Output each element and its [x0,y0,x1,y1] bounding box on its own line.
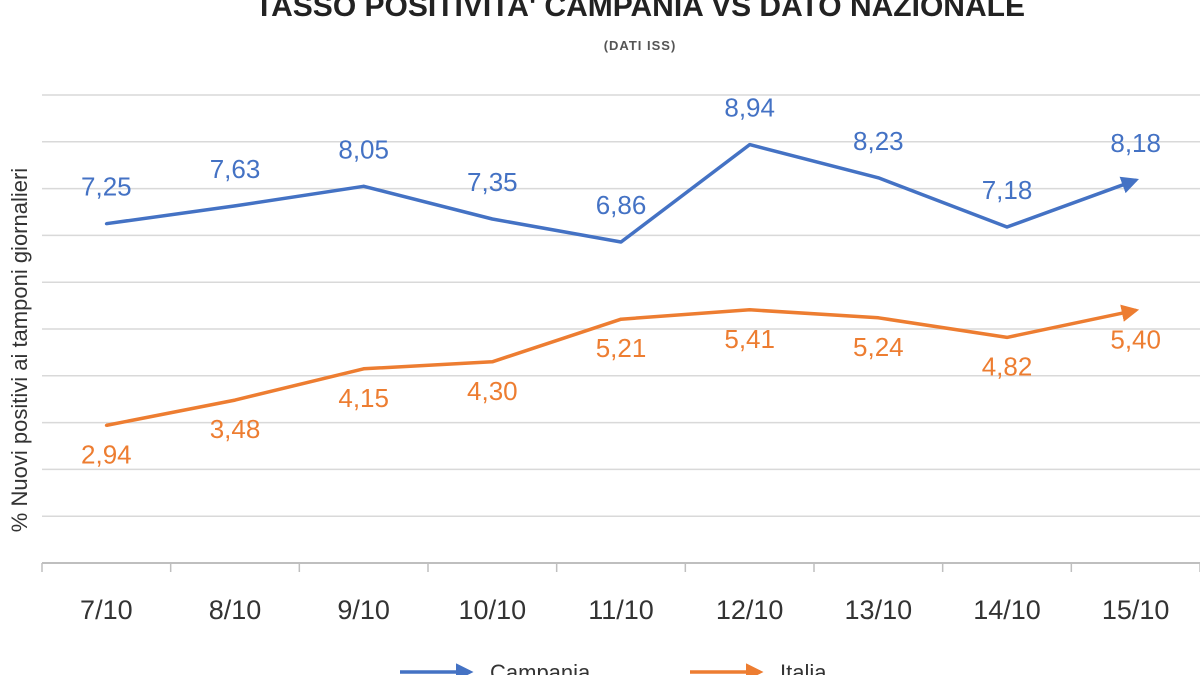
data-label-italia: 4,30 [467,376,518,406]
data-point-campania [233,204,237,208]
data-point-italia [1134,308,1138,312]
x-tick-label: 12/10 [716,595,784,625]
data-point-italia [233,398,237,402]
data-label-campania: 8,23 [853,126,904,156]
data-label-campania: 8,94 [724,93,775,123]
data-point-italia [748,308,752,312]
legend: Campania Italia [400,660,827,675]
data-point-campania [748,143,752,147]
data-label-campania: 8,05 [338,134,389,164]
legend-label-italia: Italia [780,660,827,675]
x-tick-label: 8/10 [209,595,262,625]
x-tick-label: 15/10 [1102,595,1170,625]
data-point-italia [362,367,366,371]
data-point-italia [104,423,108,427]
data-point-campania [876,176,880,180]
data-label-campania: 7,18 [982,175,1033,205]
data-point-campania [490,217,494,221]
data-point-campania [1134,178,1138,182]
chart-subtitle: (DATI ISS) [604,38,677,53]
data-label-campania: 7,25 [81,172,132,202]
data-point-italia [1005,335,1009,339]
x-axis: 7/10 8/10 9/10 10/10 11/10 12/10 13/10 14/10 15/… [41,563,1200,625]
x-tick-label: 13/10 [845,595,913,625]
data-point-campania [362,184,366,188]
x-tick-label: 9/10 [337,595,390,625]
series-layer: 7,25 7,63 8,05 7,35 6,86 8,94 8,23 7,18 8,18 2,94… [81,93,1161,470]
x-tick-label: 11/10 [588,595,654,625]
y-axis-label: % Nuovi positivi ai tamponi giornalieri [7,168,32,532]
chart-title: TASSO POSITIVITA' CAMPANIA VS DATO NAZIO… [255,0,1025,23]
data-point-campania [1005,225,1009,229]
x-tick-label: 14/10 [973,595,1041,625]
x-tick-label: 10/10 [459,595,527,625]
data-point-campania [104,222,108,226]
data-label-italia: 4,15 [338,383,389,413]
data-point-italia [876,316,880,320]
x-tick-label: 7/10 [80,595,133,625]
gridlines [42,94,1200,564]
data-label-italia: 2,94 [81,439,132,469]
data-point-campania [619,240,623,244]
data-label-campania: 6,86 [596,190,647,220]
data-point-italia [619,317,623,321]
data-label-italia: 5,41 [724,324,775,354]
data-label-italia: 5,40 [1110,324,1161,354]
data-label-campania: 7,35 [467,167,518,197]
data-label-campania: 8,18 [1110,128,1161,158]
legend-label-campania: Campania [490,660,591,675]
data-label-italia: 4,82 [982,351,1033,381]
data-label-campania: 7,63 [210,154,261,184]
data-label-italia: 3,48 [210,414,261,444]
data-label-italia: 5,24 [853,332,904,362]
data-point-italia [490,360,494,364]
data-label-italia: 5,21 [596,333,647,363]
